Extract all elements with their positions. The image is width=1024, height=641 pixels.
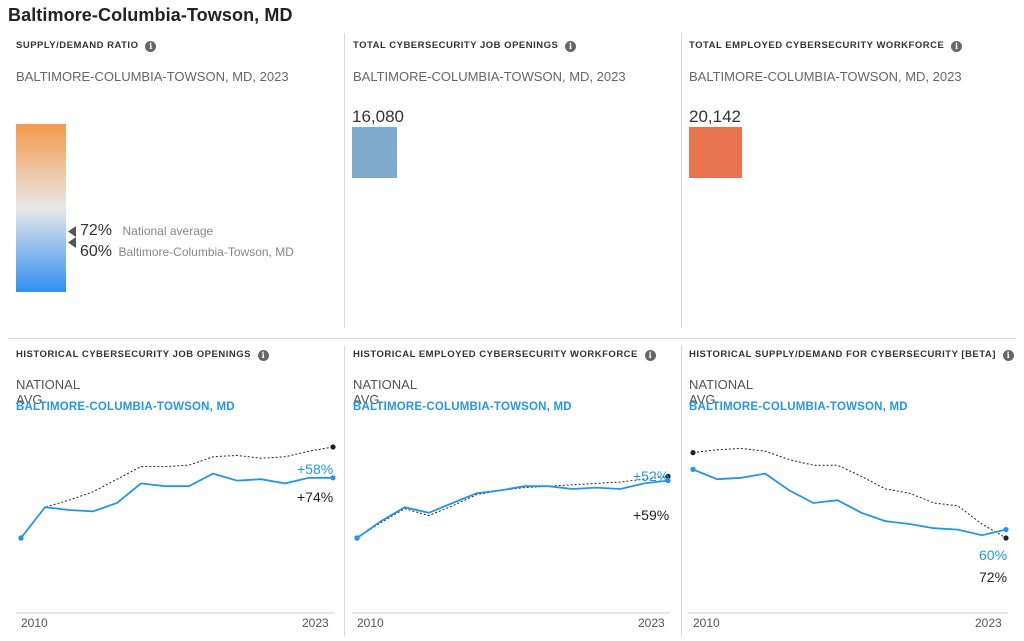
legend-local: BALTIMORE-COLUMBIA-TOWSON, MD — [689, 401, 908, 413]
ratio-gradient-bar — [16, 124, 66, 292]
openings-value: 16,080 — [352, 107, 404, 126]
panel-subtitle: BALTIMORE-COLUMBIA-TOWSON, MD, 2023 — [689, 69, 962, 84]
national-change-label: 72% — [979, 569, 1007, 585]
national-endpoint — [1003, 535, 1009, 541]
local-label: Baltimore-Columbia-Towson, MD — [118, 245, 294, 259]
x-tick-label: 2010 — [693, 616, 720, 630]
local-change-label: +52% — [633, 468, 669, 484]
local-pct: 60% — [80, 243, 113, 260]
national-series-line — [692, 447, 1007, 539]
local-marker-icon — [68, 237, 76, 248]
national-label: National average — [122, 224, 214, 238]
national-series-line — [20, 446, 334, 539]
x-tick-label: 2010 — [357, 616, 384, 630]
panel-title: SUPPLY/DEMAND RATIO — [16, 40, 139, 51]
legend-national: NATIONAL AVG — [353, 377, 417, 407]
local-change-label: 60% — [979, 547, 1007, 563]
local-series-line — [20, 472, 333, 539]
chart-title: HISTORICAL SUPPLY/DEMAND FOR CYBERSECURI… — [689, 349, 996, 360]
info-icon[interactable]: i — [145, 41, 157, 52]
x-tick-label: 2023 — [302, 616, 329, 630]
x-tick-label: 2023 — [975, 616, 1002, 630]
workforce-bar — [689, 127, 742, 178]
chart-title: HISTORICAL EMPLOYED CYBERSECURITY WORKFO… — [353, 349, 638, 360]
panel-title: TOTAL CYBERSECURITY JOB OPENINGS — [353, 40, 559, 51]
info-icon[interactable]: i — [951, 41, 963, 52]
legend-local: BALTIMORE-COLUMBIA-TOWSON, MD — [16, 401, 235, 413]
openings-bar — [352, 127, 397, 178]
x-tick-label: 2023 — [638, 616, 665, 630]
workforce-value: 20,142 — [689, 107, 741, 126]
legend-national: NATIONAL AVG — [689, 377, 753, 407]
national-endpoint — [330, 444, 336, 450]
national-average-label: 72% National average — [80, 222, 213, 240]
column-divider — [344, 346, 345, 636]
local-series-line — [692, 468, 1007, 537]
workforce-chart: 2010 2023 +59% +52% — [352, 468, 671, 630]
marker-arrows — [68, 226, 76, 248]
page-title: Baltimore-Columbia-Towson, MD — [8, 5, 293, 25]
local-endpoint — [690, 466, 696, 472]
local-series-line — [356, 479, 669, 539]
local-endpoint — [1003, 527, 1009, 533]
national-endpoint — [665, 473, 671, 479]
local-change-label: +58% — [297, 461, 333, 477]
national-change-label: +74% — [297, 489, 333, 505]
panel-title: TOTAL EMPLOYED CYBERSECURITY WORKFORCE — [689, 40, 945, 51]
national-marker-icon — [68, 226, 76, 237]
local-endpoint — [665, 478, 671, 484]
panel-subtitle: BALTIMORE-COLUMBIA-TOWSON, MD, 2023 — [16, 69, 289, 84]
x-tick-label: 2010 — [21, 616, 48, 630]
job-openings-chart: 2010 2023 +74% +58% — [16, 444, 336, 630]
national-endpoint — [690, 450, 696, 456]
local-ratio-label: 60% Baltimore-Columbia-Towson, MD — [80, 243, 294, 261]
legend-national: NATIONAL AVG — [16, 377, 80, 407]
national-change-label: +59% — [633, 507, 669, 523]
panel-subtitle: BALTIMORE-COLUMBIA-TOWSON, MD, 2023 — [353, 69, 626, 84]
info-icon[interactable]: i — [1002, 350, 1014, 361]
local-endpoint — [330, 475, 336, 481]
info-icon[interactable]: i — [644, 350, 656, 361]
column-divider — [344, 33, 345, 328]
column-divider — [681, 33, 682, 328]
info-icon[interactable]: i — [257, 350, 269, 361]
info-icon[interactable]: i — [565, 41, 577, 52]
column-divider — [681, 346, 682, 636]
chart-title: HISTORICAL CYBERSECURITY JOB OPENINGS — [16, 349, 251, 360]
local-endpoint — [18, 535, 24, 541]
row-divider — [8, 338, 1016, 339]
local-endpoint — [354, 535, 360, 541]
legend-local: BALTIMORE-COLUMBIA-TOWSON, MD — [353, 401, 572, 413]
national-pct: 72% — [80, 222, 113, 239]
